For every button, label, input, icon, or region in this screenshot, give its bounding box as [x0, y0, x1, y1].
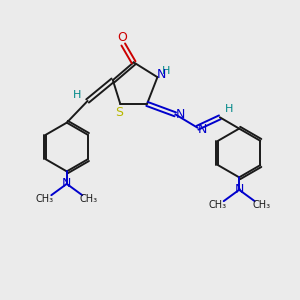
Text: O: O — [117, 32, 127, 44]
Text: S: S — [115, 106, 123, 119]
Text: N: N — [176, 108, 185, 121]
Text: H: H — [162, 66, 170, 76]
Text: H: H — [225, 104, 233, 114]
Text: H: H — [73, 90, 81, 100]
Text: CH₃: CH₃ — [208, 200, 226, 210]
Text: CH₃: CH₃ — [80, 194, 98, 204]
Text: N: N — [198, 123, 208, 136]
Text: CH₃: CH₃ — [36, 194, 54, 204]
Text: N: N — [235, 183, 244, 196]
Text: CH₃: CH₃ — [252, 200, 270, 210]
Text: N: N — [62, 177, 71, 190]
Text: N: N — [156, 68, 166, 81]
